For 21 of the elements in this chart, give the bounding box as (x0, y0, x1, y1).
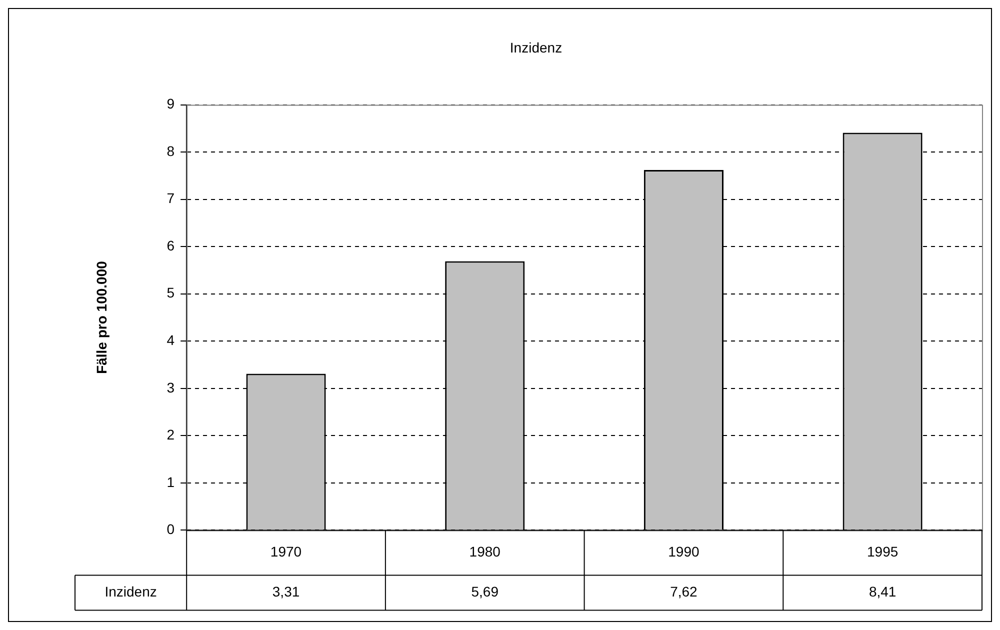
data-label: 7,62 (670, 584, 698, 600)
data-label: 3,31 (272, 584, 300, 600)
y-tick-label: 3 (166, 379, 175, 396)
x-tick-label: 1995 (866, 543, 898, 560)
x-tick-label: 1990 (668, 543, 700, 560)
y-tick-label: 8 (166, 142, 175, 159)
data-label: 8,41 (868, 584, 896, 600)
y-tick-label: 4 (166, 332, 175, 348)
x-tick-label: 1970 (270, 543, 302, 560)
chart-title: Inzidenz (510, 39, 562, 56)
y-tick-label: 2 (166, 426, 175, 443)
y-tick-label: 0 (166, 521, 175, 538)
text: Inzidenz (104, 584, 157, 600)
y-tick-label: 5 (166, 284, 175, 301)
y-tick-label: 1 (166, 474, 175, 490)
y-tick-label: 7 (166, 190, 175, 206)
x-tick-label: 1980 (469, 543, 501, 560)
y-tick-label: 6 (166, 237, 175, 254)
y-tick-label: 9 (166, 96, 175, 112)
data-label: 5,69 (471, 584, 499, 600)
y-axis-title: Fälle pro 100.000 (93, 260, 110, 374)
